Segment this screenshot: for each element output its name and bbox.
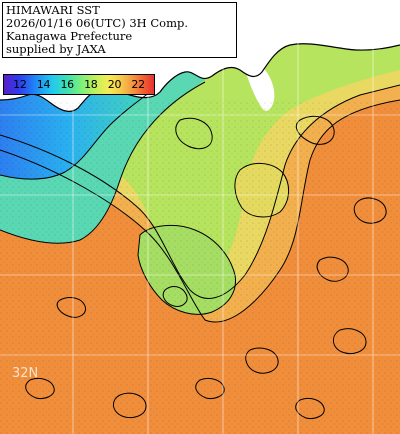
colorbar-label-12: 12 bbox=[13, 78, 27, 91]
colorbar-label-18: 18 bbox=[84, 78, 98, 91]
title-line-product: HIMAWARI SST bbox=[6, 3, 100, 17]
colorbar-label-16: 16 bbox=[60, 78, 74, 91]
title-line-datetime: 2026/01/16 06(UTC) 3H Comp. bbox=[6, 16, 189, 30]
title-line-credit: supplied by JAXA bbox=[6, 42, 106, 56]
colorbar-label-22: 22 bbox=[131, 78, 145, 91]
title-line-region: Kanagawa Prefecture bbox=[6, 29, 133, 43]
data-noise bbox=[0, 100, 400, 434]
colorbar-label-14: 14 bbox=[36, 78, 51, 91]
latitude-label: 32N bbox=[12, 366, 39, 381]
temperature-colorbar: 12 14 16 18 20 22 bbox=[3, 74, 155, 95]
title-box: HIMAWARI SST 2026/01/16 06(UTC) 3H Comp.… bbox=[2, 2, 237, 58]
colorbar-label-20: 20 bbox=[107, 78, 122, 91]
land-peninsula bbox=[245, 66, 275, 111]
